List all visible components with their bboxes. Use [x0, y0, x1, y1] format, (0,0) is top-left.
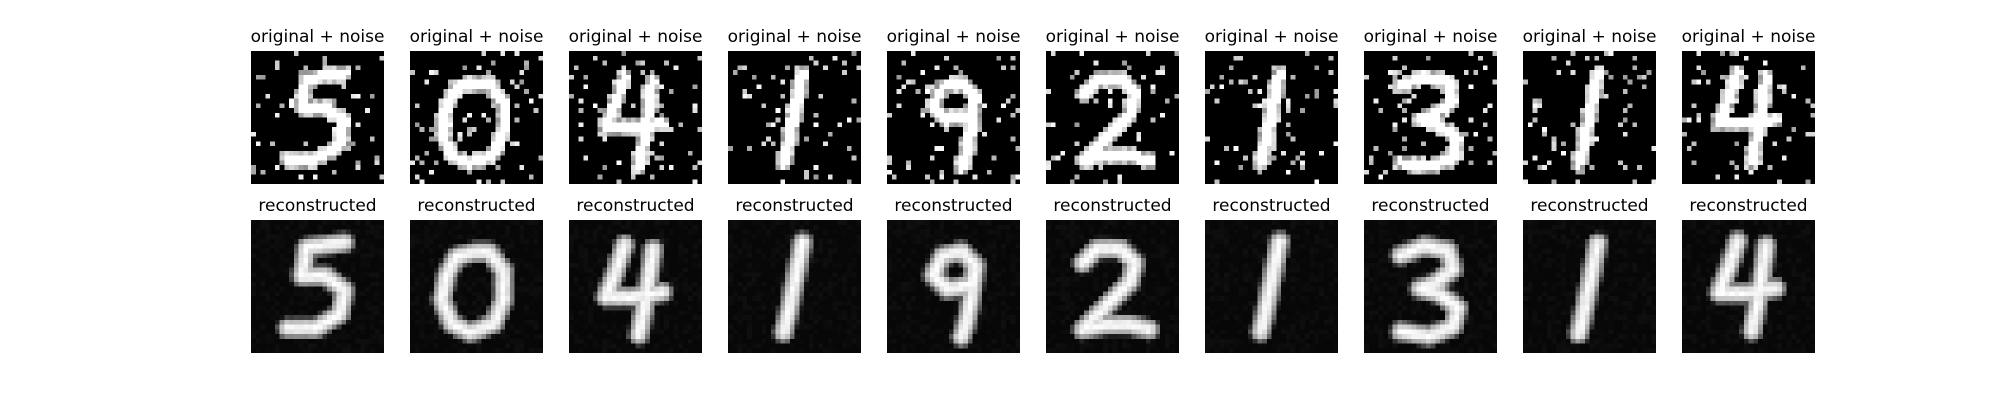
noisy-digit-image — [1682, 51, 1815, 184]
reconstructed-title: reconstructed — [1530, 196, 1649, 216]
reconstructed-digit-image — [887, 220, 1020, 353]
reconstructed-digit-image — [1205, 220, 1338, 353]
reconstructed-digit-image — [1046, 220, 1179, 353]
noisy-digit-image — [1046, 51, 1179, 184]
noisy-title: original + noise — [568, 27, 703, 47]
reconstructed-digit-image — [569, 220, 702, 353]
reconstructed-title: reconstructed — [1371, 196, 1490, 216]
noisy-title: original + noise — [727, 27, 862, 47]
noisy-title: original + noise — [1522, 27, 1657, 47]
noisy-digit-image — [1523, 51, 1656, 184]
noisy-digit-image — [569, 51, 702, 184]
reconstructed-digit-image — [1523, 220, 1656, 353]
reconstructed-title: reconstructed — [417, 196, 536, 216]
noisy-digit-image — [251, 51, 384, 184]
noisy-digit-image — [1364, 51, 1497, 184]
noisy-digit-image — [1205, 51, 1338, 184]
noisy-title: original + noise — [1363, 27, 1498, 47]
noisy-title: original + noise — [886, 27, 1021, 47]
reconstructed-title: reconstructed — [1689, 196, 1808, 216]
noisy-title: original + noise — [250, 27, 385, 47]
reconstructed-digit-image — [1364, 220, 1497, 353]
noisy-digit-image — [887, 51, 1020, 184]
reconstructed-digit-image — [728, 220, 861, 353]
noisy-digit-image — [728, 51, 861, 184]
noisy-title: original + noise — [409, 27, 544, 47]
reconstructed-digit-image — [251, 220, 384, 353]
reconstructed-title: reconstructed — [1212, 196, 1331, 216]
noisy-digit-image — [410, 51, 543, 184]
reconstructed-digit-image — [410, 220, 543, 353]
reconstructed-title: reconstructed — [1053, 196, 1172, 216]
noisy-title: original + noise — [1681, 27, 1816, 47]
reconstructed-title: reconstructed — [735, 196, 854, 216]
noisy-title: original + noise — [1204, 27, 1339, 47]
reconstructed-title: reconstructed — [258, 196, 377, 216]
reconstructed-title: reconstructed — [894, 196, 1013, 216]
noisy-title: original + noise — [1045, 27, 1180, 47]
reconstructed-title: reconstructed — [576, 196, 695, 216]
reconstructed-digit-image — [1682, 220, 1815, 353]
